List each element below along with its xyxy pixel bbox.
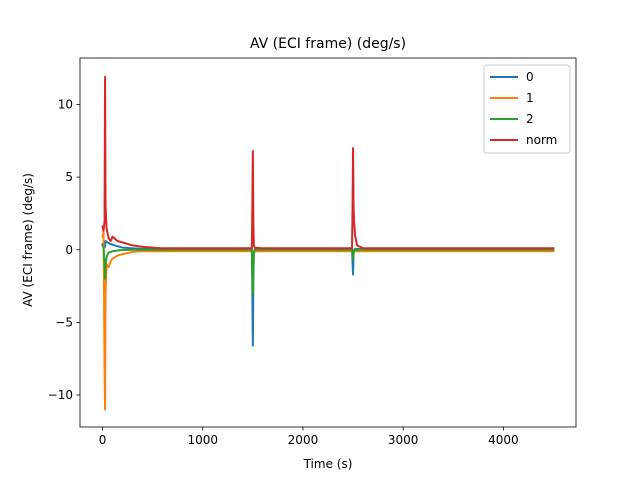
legend-frame: [483, 64, 571, 154]
y-tick-label: −10: [48, 388, 73, 402]
y-tick-label: 5: [65, 170, 73, 184]
y-tick-label: 10: [58, 97, 73, 111]
y-axis-title: AV (ECI frame) (deg/s): [21, 173, 35, 307]
series-lines: [101, 75, 555, 411]
x-axis-title: Time (s): [303, 457, 353, 471]
legend-label-0: 0: [526, 70, 534, 84]
legend: 0 1 2 norm: [483, 64, 571, 154]
x-tick-label: 1000: [187, 433, 218, 447]
y-tick-label: −5: [55, 315, 73, 329]
series-line-2: [101, 244, 555, 295]
series-line-norm: [101, 75, 555, 250]
x-tick-label: 2000: [288, 433, 319, 447]
axes-frame: [79, 57, 577, 428]
chart-title: AV (ECI frame) (deg/s): [250, 36, 406, 52]
x-tick-label: 3000: [388, 433, 419, 447]
legend-label-2: 2: [526, 112, 534, 126]
legend-label-norm: norm: [526, 133, 557, 147]
x-tick-label: 4000: [488, 433, 519, 447]
y-tick-label: 0: [65, 243, 73, 257]
legend-label-1: 1: [526, 91, 534, 105]
x-tick-label: 0: [99, 433, 107, 447]
